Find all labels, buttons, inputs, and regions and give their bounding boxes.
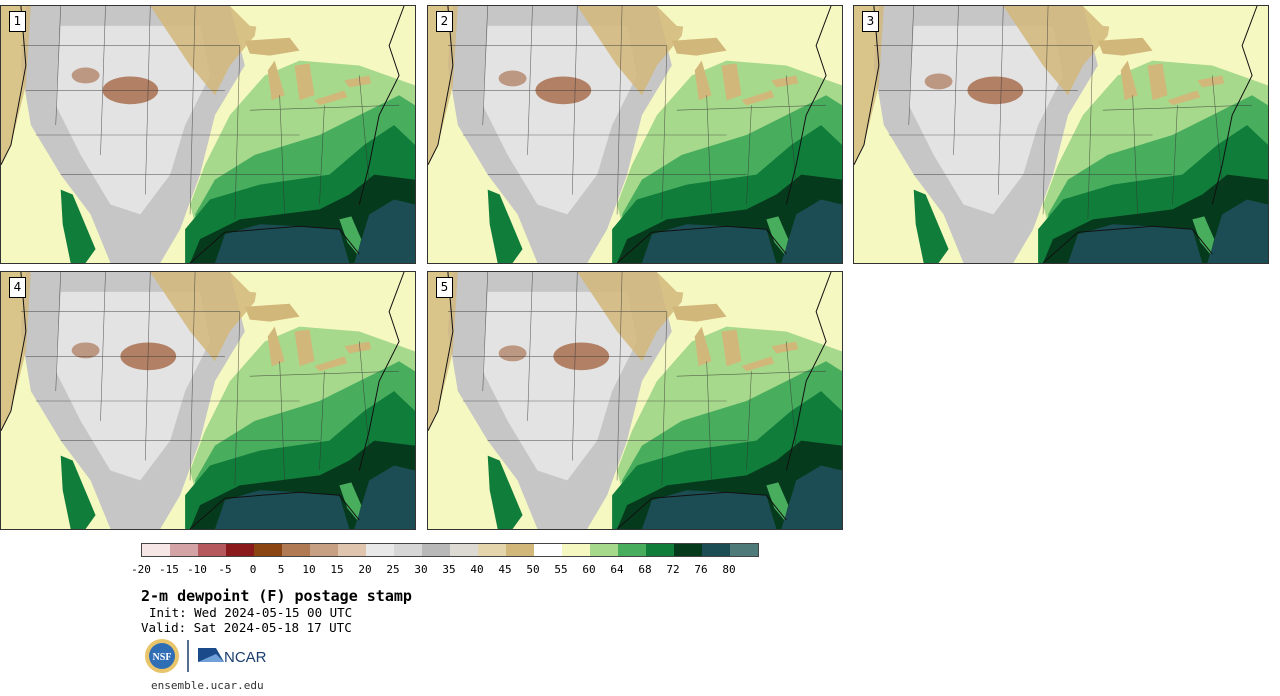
colorbar-swatch	[450, 544, 478, 556]
colorbar-tick-label: 64	[610, 563, 624, 576]
colorbar-swatch	[590, 544, 618, 556]
logos: NSF NCAR	[144, 638, 284, 674]
colorbar-tick-label: 68	[638, 563, 652, 576]
colorbar-swatch	[254, 544, 282, 556]
map-panel-1: 1	[0, 5, 416, 264]
nsf-logo-text: NSF	[153, 652, 172, 663]
colorbar-ticks: -20 -15 -10 -5 0 5 10 15 20 25 30 35 40 45 50 55 60 64 68 7…	[131, 563, 757, 577]
colorbar-swatch	[282, 544, 310, 556]
colorbar-tick-label: 60	[582, 563, 596, 576]
valid-time: Valid: Sat 2024-05-18 17 UTC	[141, 620, 352, 635]
colorbar-tick-label: 40	[470, 563, 484, 576]
panel-number-label: 4	[9, 277, 26, 298]
map-panel-4: 4	[0, 271, 416, 530]
colorbar-tick-label: 80	[722, 563, 736, 576]
colorbar-tick-label: 5	[277, 563, 285, 576]
colorbar-tick-label: 20	[358, 563, 372, 576]
colorbar-tick-label: 55	[554, 563, 568, 576]
site-url: ensemble.ucar.edu	[151, 679, 264, 692]
colorbar-tick-label: 15	[330, 563, 344, 576]
colorbar-swatch	[422, 544, 450, 556]
colorbar-tick-label: 30	[414, 563, 428, 576]
colorbar-swatch	[702, 544, 730, 556]
map-panel-3: 3	[853, 5, 1269, 264]
colorbar-tick-label: -5	[218, 563, 232, 576]
colorbar-tick-label: 0	[249, 563, 257, 576]
ncar-logo-text: NCAR	[224, 649, 267, 666]
colorbar-swatch	[506, 544, 534, 556]
panel-number-label: 1	[9, 11, 26, 32]
nsf-logo: NSF	[145, 639, 179, 673]
map-panel-2: 2	[427, 5, 843, 264]
colorbar	[141, 543, 759, 557]
colorbar-tick-label: -10	[187, 563, 207, 576]
colorbar-tick-label: 45	[498, 563, 512, 576]
colorbar-swatch	[478, 544, 506, 556]
colorbar-swatch	[142, 544, 170, 556]
colorbar-tick-label: -15	[159, 563, 179, 576]
map-panel-5: 5	[427, 271, 843, 530]
colorbar-tick-label: -20	[131, 563, 151, 576]
panel-number-label: 3	[862, 11, 879, 32]
colorbar-swatch	[366, 544, 394, 556]
panel-number-label: 2	[436, 11, 453, 32]
colorbar-tick-label: 35	[442, 563, 456, 576]
colorbar-tick-label: 25	[386, 563, 400, 576]
colorbar-tick-label: 50	[526, 563, 540, 576]
colorbar-tick-label: 72	[666, 563, 680, 576]
colorbar-swatch	[198, 544, 226, 556]
colorbar-swatch	[310, 544, 338, 556]
plot-title: 2-m dewpoint (F) postage stamp	[141, 587, 412, 605]
colorbar-swatch	[534, 544, 562, 556]
colorbar-swatch	[170, 544, 198, 556]
panel-number-label: 5	[436, 277, 453, 298]
colorbar-swatch	[562, 544, 590, 556]
colorbar-swatch	[226, 544, 254, 556]
colorbar-tick-label: 10	[302, 563, 316, 576]
ncar-logo: NCAR	[198, 648, 267, 666]
colorbar-tick-label: 76	[694, 563, 708, 576]
colorbar-swatch	[618, 544, 646, 556]
init-time: Init: Wed 2024-05-15 00 UTC	[149, 605, 353, 620]
colorbar-swatch	[730, 544, 758, 556]
colorbar-swatch	[674, 544, 702, 556]
colorbar-swatch	[394, 544, 422, 556]
colorbar-swatch	[338, 544, 366, 556]
colorbar-swatch	[646, 544, 674, 556]
